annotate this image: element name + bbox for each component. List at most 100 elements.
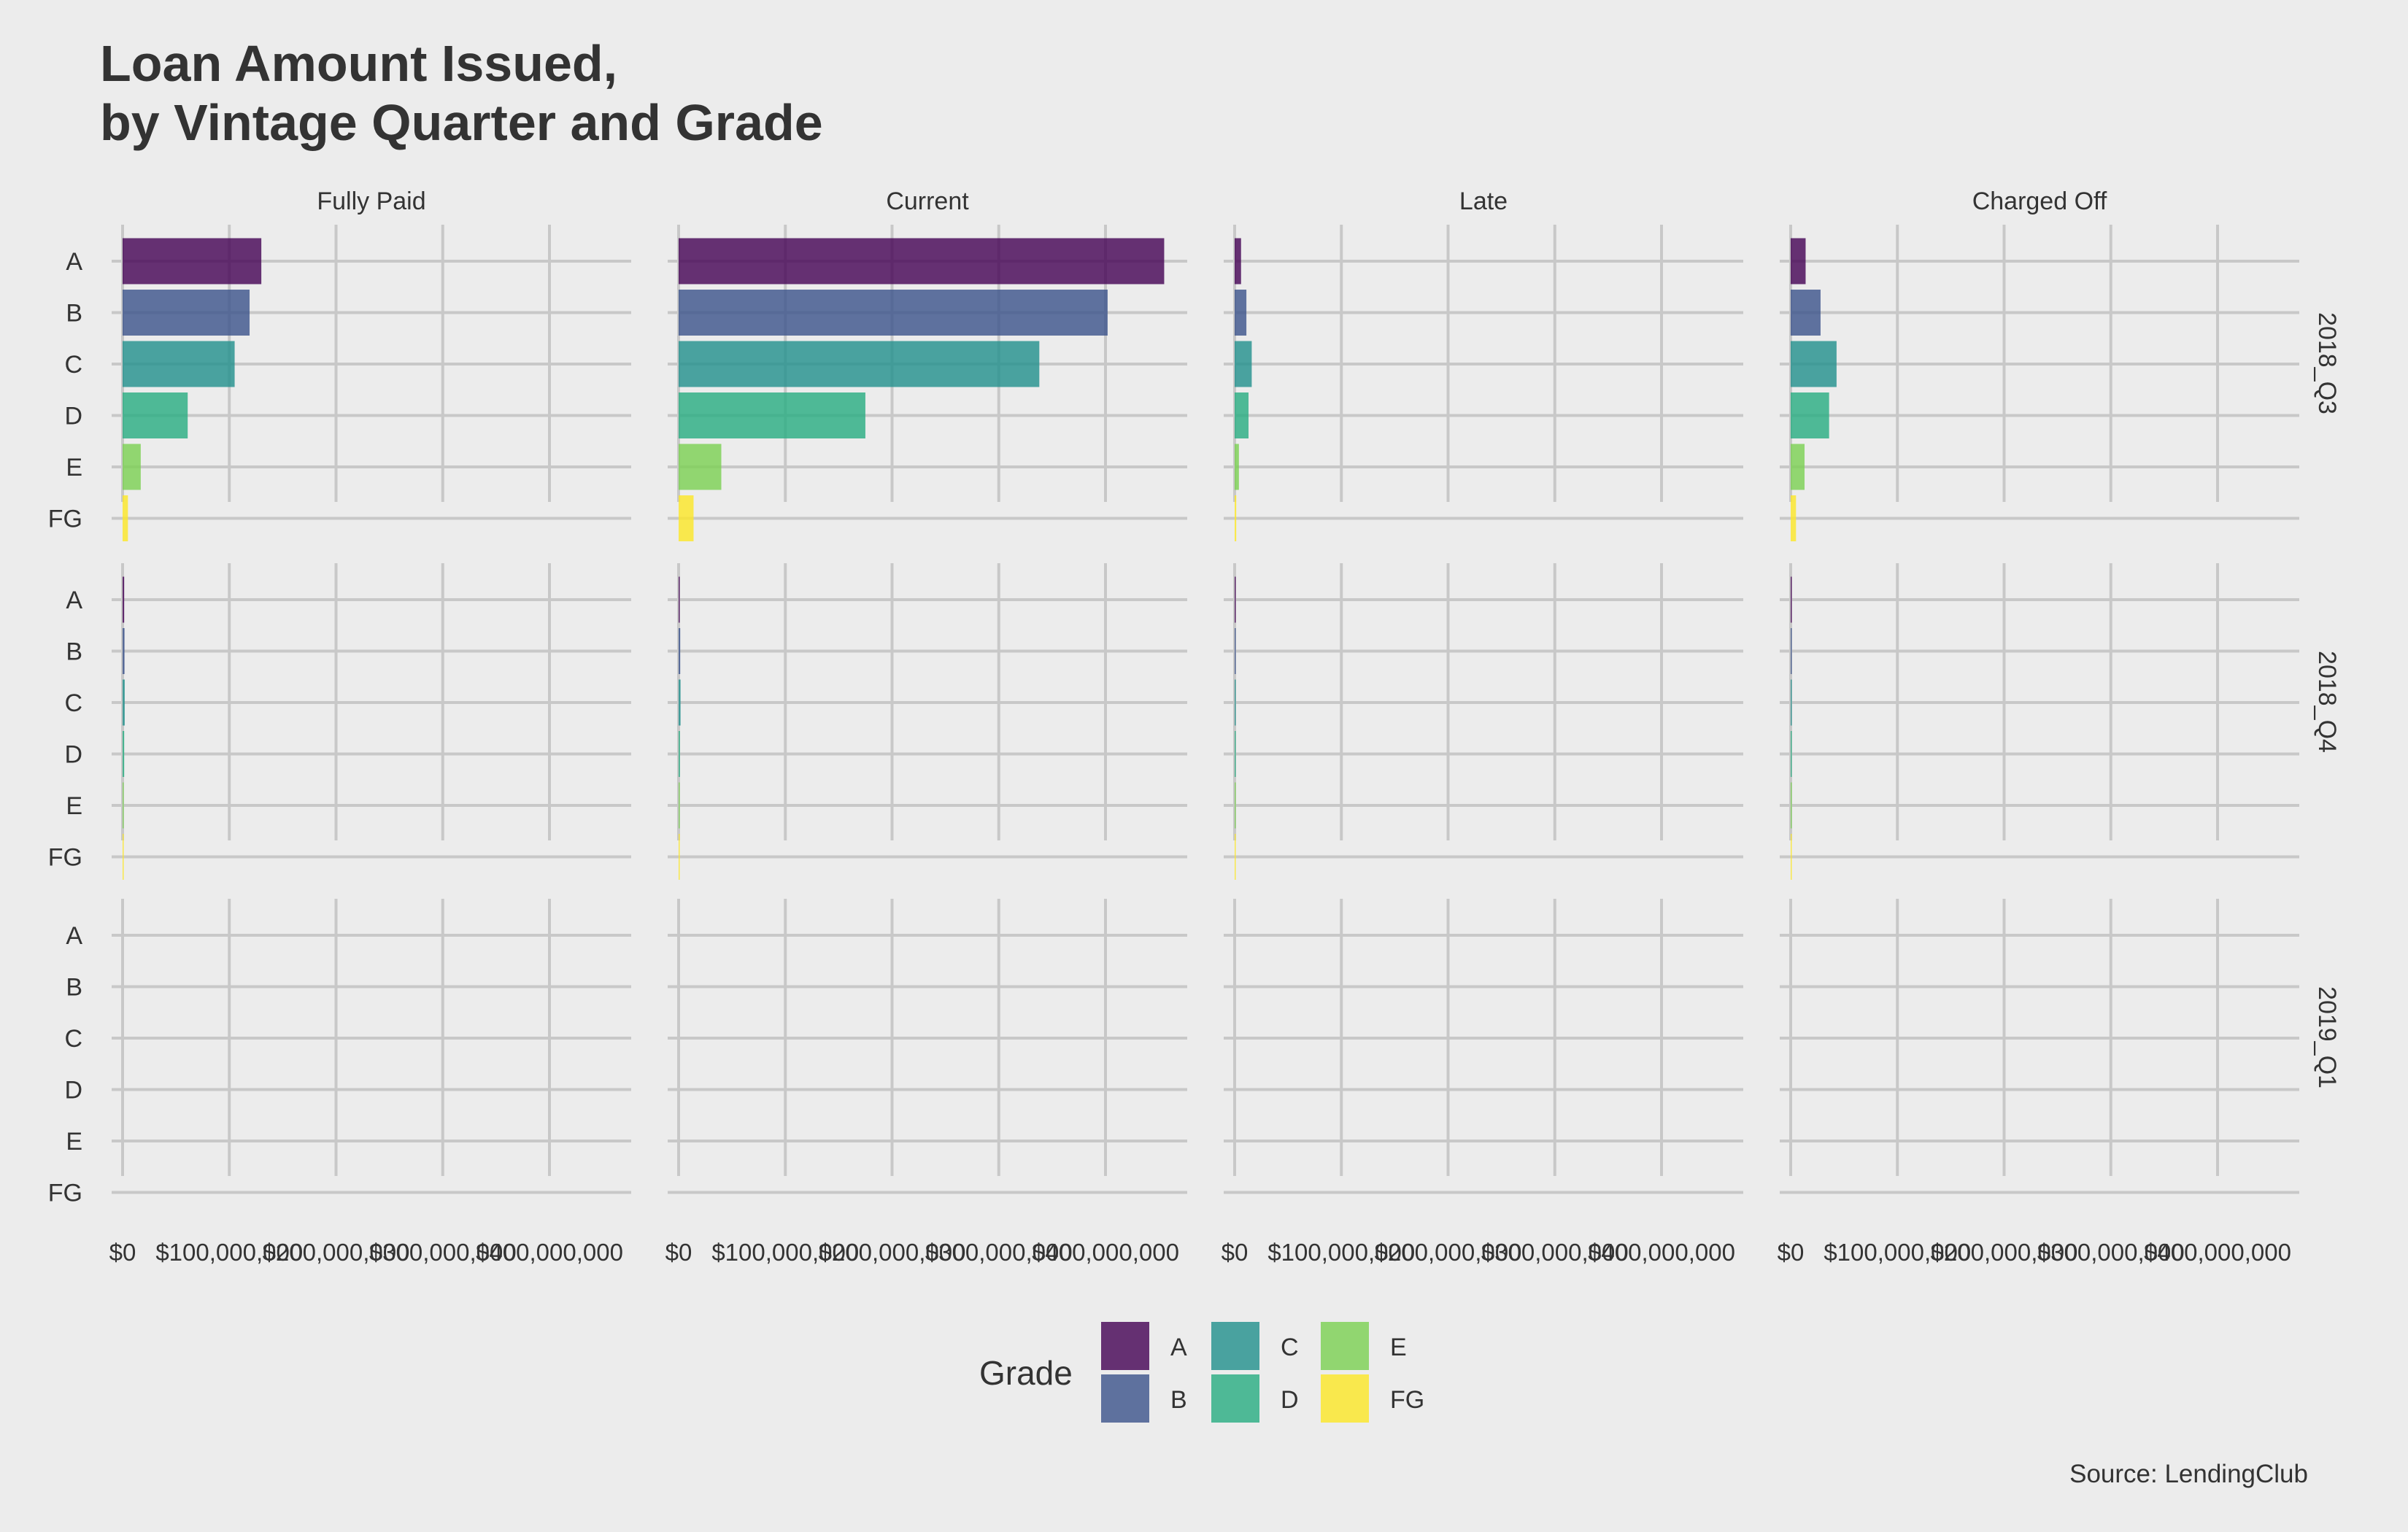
bar-2018-q3-charged-off-d — [1791, 392, 1829, 438]
bar-2018-q4-late-fg — [1235, 834, 1236, 880]
y-tick-label-2018-q3-fg: FG — [48, 506, 82, 533]
facet-column-label-current: Current — [886, 187, 969, 215]
bar-2018-q4-late-e — [1235, 782, 1236, 829]
facet-panels: Fully Paid Current Late Charged Off 2018_Q3 2… — [48, 187, 2341, 1266]
bar-2018-q3-late-d — [1235, 392, 1249, 438]
bar-2018-q4-current-fg — [679, 834, 680, 880]
x-tick-label-current-1: $100,000,000 — [711, 1239, 859, 1266]
facet-row-label-2018-q3: 2018_Q3 — [2313, 312, 2341, 414]
legend-key-d — [1211, 1374, 1259, 1423]
bar-2018-q4-charged-off-fg — [1791, 834, 1792, 880]
y-tick-label-2018-q3-a: A — [66, 248, 82, 276]
facet-column-label-late: Late — [1459, 187, 1508, 215]
legend-key-c — [1211, 1322, 1259, 1370]
bar-2018-q3-fully-paid-d — [123, 392, 188, 438]
x-tick-label-charged-off-0: $0 — [1778, 1239, 1805, 1266]
legend-label-a: A — [1170, 1334, 1187, 1361]
bar-2018-q4-current-a — [679, 576, 680, 623]
y-tick-label-2018-q3-e: E — [66, 454, 82, 481]
facet-row-label-2018-q4: 2018_Q4 — [2313, 651, 2341, 753]
bar-2018-q4-current-b — [679, 628, 681, 674]
legend-key-fg — [1321, 1374, 1369, 1423]
legend-key-a — [1101, 1322, 1149, 1370]
panel-2018-q4-fully-paid — [112, 563, 631, 880]
bar-2018-q3-charged-off-a — [1791, 238, 1806, 285]
y-tick-label-2019-q1-d: D — [64, 1077, 82, 1104]
bar-2018-q4-fully-paid-e — [123, 782, 124, 829]
legend-label-c: C — [1281, 1334, 1299, 1361]
y-tick-label-2018-q4-a: A — [66, 587, 82, 614]
x-tick-label-late-3: $300,000,000 — [1481, 1239, 1629, 1266]
legend-title: Grade — [979, 1354, 1073, 1392]
panel-2018-q3-late — [1224, 225, 1743, 541]
x-tick-label-fully-paid-1: $100,000,000 — [155, 1239, 303, 1266]
panel-2018-q4-late — [1224, 563, 1743, 880]
legend-label-fg: FG — [1390, 1386, 1424, 1414]
bar-2018-q3-charged-off-b — [1791, 290, 1821, 336]
bar-2018-q4-late-a — [1235, 576, 1236, 623]
legend-label-e: E — [1390, 1334, 1407, 1361]
bar-2018-q4-fully-paid-d — [123, 731, 125, 777]
bar-2018-q4-fully-paid-fg — [123, 834, 124, 880]
panel-2019-q1-current — [668, 899, 1187, 1194]
y-tick-label-2019-q1-b: B — [66, 974, 82, 1002]
bar-2018-q3-late-c — [1235, 341, 1252, 387]
legend-key-e — [1321, 1322, 1369, 1370]
bar-2018-q4-late-b — [1235, 628, 1236, 674]
caption: Source: LendingClub — [2069, 1460, 2308, 1488]
panel-2018-q3-current — [668, 225, 1187, 541]
y-tick-label-2018-q4-d: D — [64, 741, 82, 769]
y-tick-label-2019-q1-c: C — [64, 1025, 82, 1053]
chart-title-line-1: Loan Amount Issued, — [100, 35, 617, 92]
facet-column-label-fully-paid: Fully Paid — [317, 187, 425, 215]
x-tick-label-fully-paid-2: $200,000,000 — [263, 1239, 410, 1266]
x-tick-label-late-1: $100,000,000 — [1267, 1239, 1415, 1266]
panel-2018-q3-fully-paid — [112, 225, 631, 541]
bar-2018-q3-fully-paid-fg — [123, 495, 128, 541]
bar-2018-q3-current-c — [679, 341, 1040, 387]
legend-label-b: B — [1170, 1386, 1187, 1414]
bar-2018-q4-fully-paid-a — [123, 576, 125, 623]
panel-2018-q4-charged-off — [1780, 563, 2299, 880]
y-tick-label-2019-q1-e: E — [66, 1128, 82, 1156]
bar-2018-q3-current-d — [679, 392, 865, 438]
bar-2018-q4-fully-paid-c — [123, 679, 125, 726]
bar-2018-q4-charged-off-c — [1791, 679, 1792, 726]
x-tick-label-fully-paid-3: $300,000,000 — [369, 1239, 517, 1266]
x-tick-label-fully-paid-4: $400,000,000 — [476, 1239, 623, 1266]
bar-2018-q3-current-a — [679, 238, 1165, 285]
panel-2018-q3-charged-off — [1780, 225, 2299, 541]
bar-2018-q3-late-fg — [1235, 495, 1237, 541]
bar-2018-q4-charged-off-d — [1791, 731, 1792, 777]
bar-2018-q4-late-d — [1235, 731, 1236, 777]
bar-2018-q4-charged-off-e — [1791, 782, 1792, 829]
x-tick-label-late-4: $400,000,000 — [1588, 1239, 1735, 1266]
bar-2018-q3-current-fg — [679, 495, 694, 541]
bar-2018-q3-fully-paid-b — [123, 290, 250, 336]
panel-2018-q4-current — [668, 563, 1187, 880]
bar-2018-q3-charged-off-c — [1791, 341, 1837, 387]
y-tick-label-2019-q1-fg: FG — [48, 1180, 82, 1207]
y-tick-label-2018-q3-d: D — [64, 403, 82, 430]
bar-2018-q4-charged-off-b — [1791, 628, 1792, 674]
panel-2019-q1-fully-paid — [112, 899, 631, 1194]
legend: Grade AB CD E FG — [979, 1322, 1424, 1423]
x-tick-label-charged-off-1: $100,000,000 — [1824, 1239, 1971, 1266]
chart-title-line-2: by Vintage Quarter and Grade — [100, 94, 823, 151]
bar-2018-q3-fully-paid-e — [123, 444, 141, 490]
bar-2018-q4-current-e — [679, 782, 680, 829]
bar-2018-q4-current-c — [679, 679, 681, 726]
x-tick-label-fully-paid-0: $0 — [109, 1239, 136, 1266]
x-tick-label-charged-off-2: $200,000,000 — [1931, 1239, 2078, 1266]
y-tick-label-2018-q4-fg: FG — [48, 844, 82, 872]
y-tick-label-2018-q3-b: B — [66, 300, 82, 328]
bar-2018-q3-fully-paid-a — [123, 238, 262, 285]
facet-row-label-2019-q1: 2019_Q1 — [2313, 986, 2341, 1088]
bar-2018-q3-late-a — [1235, 238, 1241, 285]
x-tick-label-charged-off-3: $300,000,000 — [2037, 1239, 2185, 1266]
y-tick-label-2018-q3-c: C — [64, 351, 82, 379]
x-tick-label-current-4: $400,000,000 — [1032, 1239, 1179, 1266]
bar-2018-q4-fully-paid-b — [123, 628, 125, 674]
panel-2019-q1-late — [1224, 899, 1743, 1194]
